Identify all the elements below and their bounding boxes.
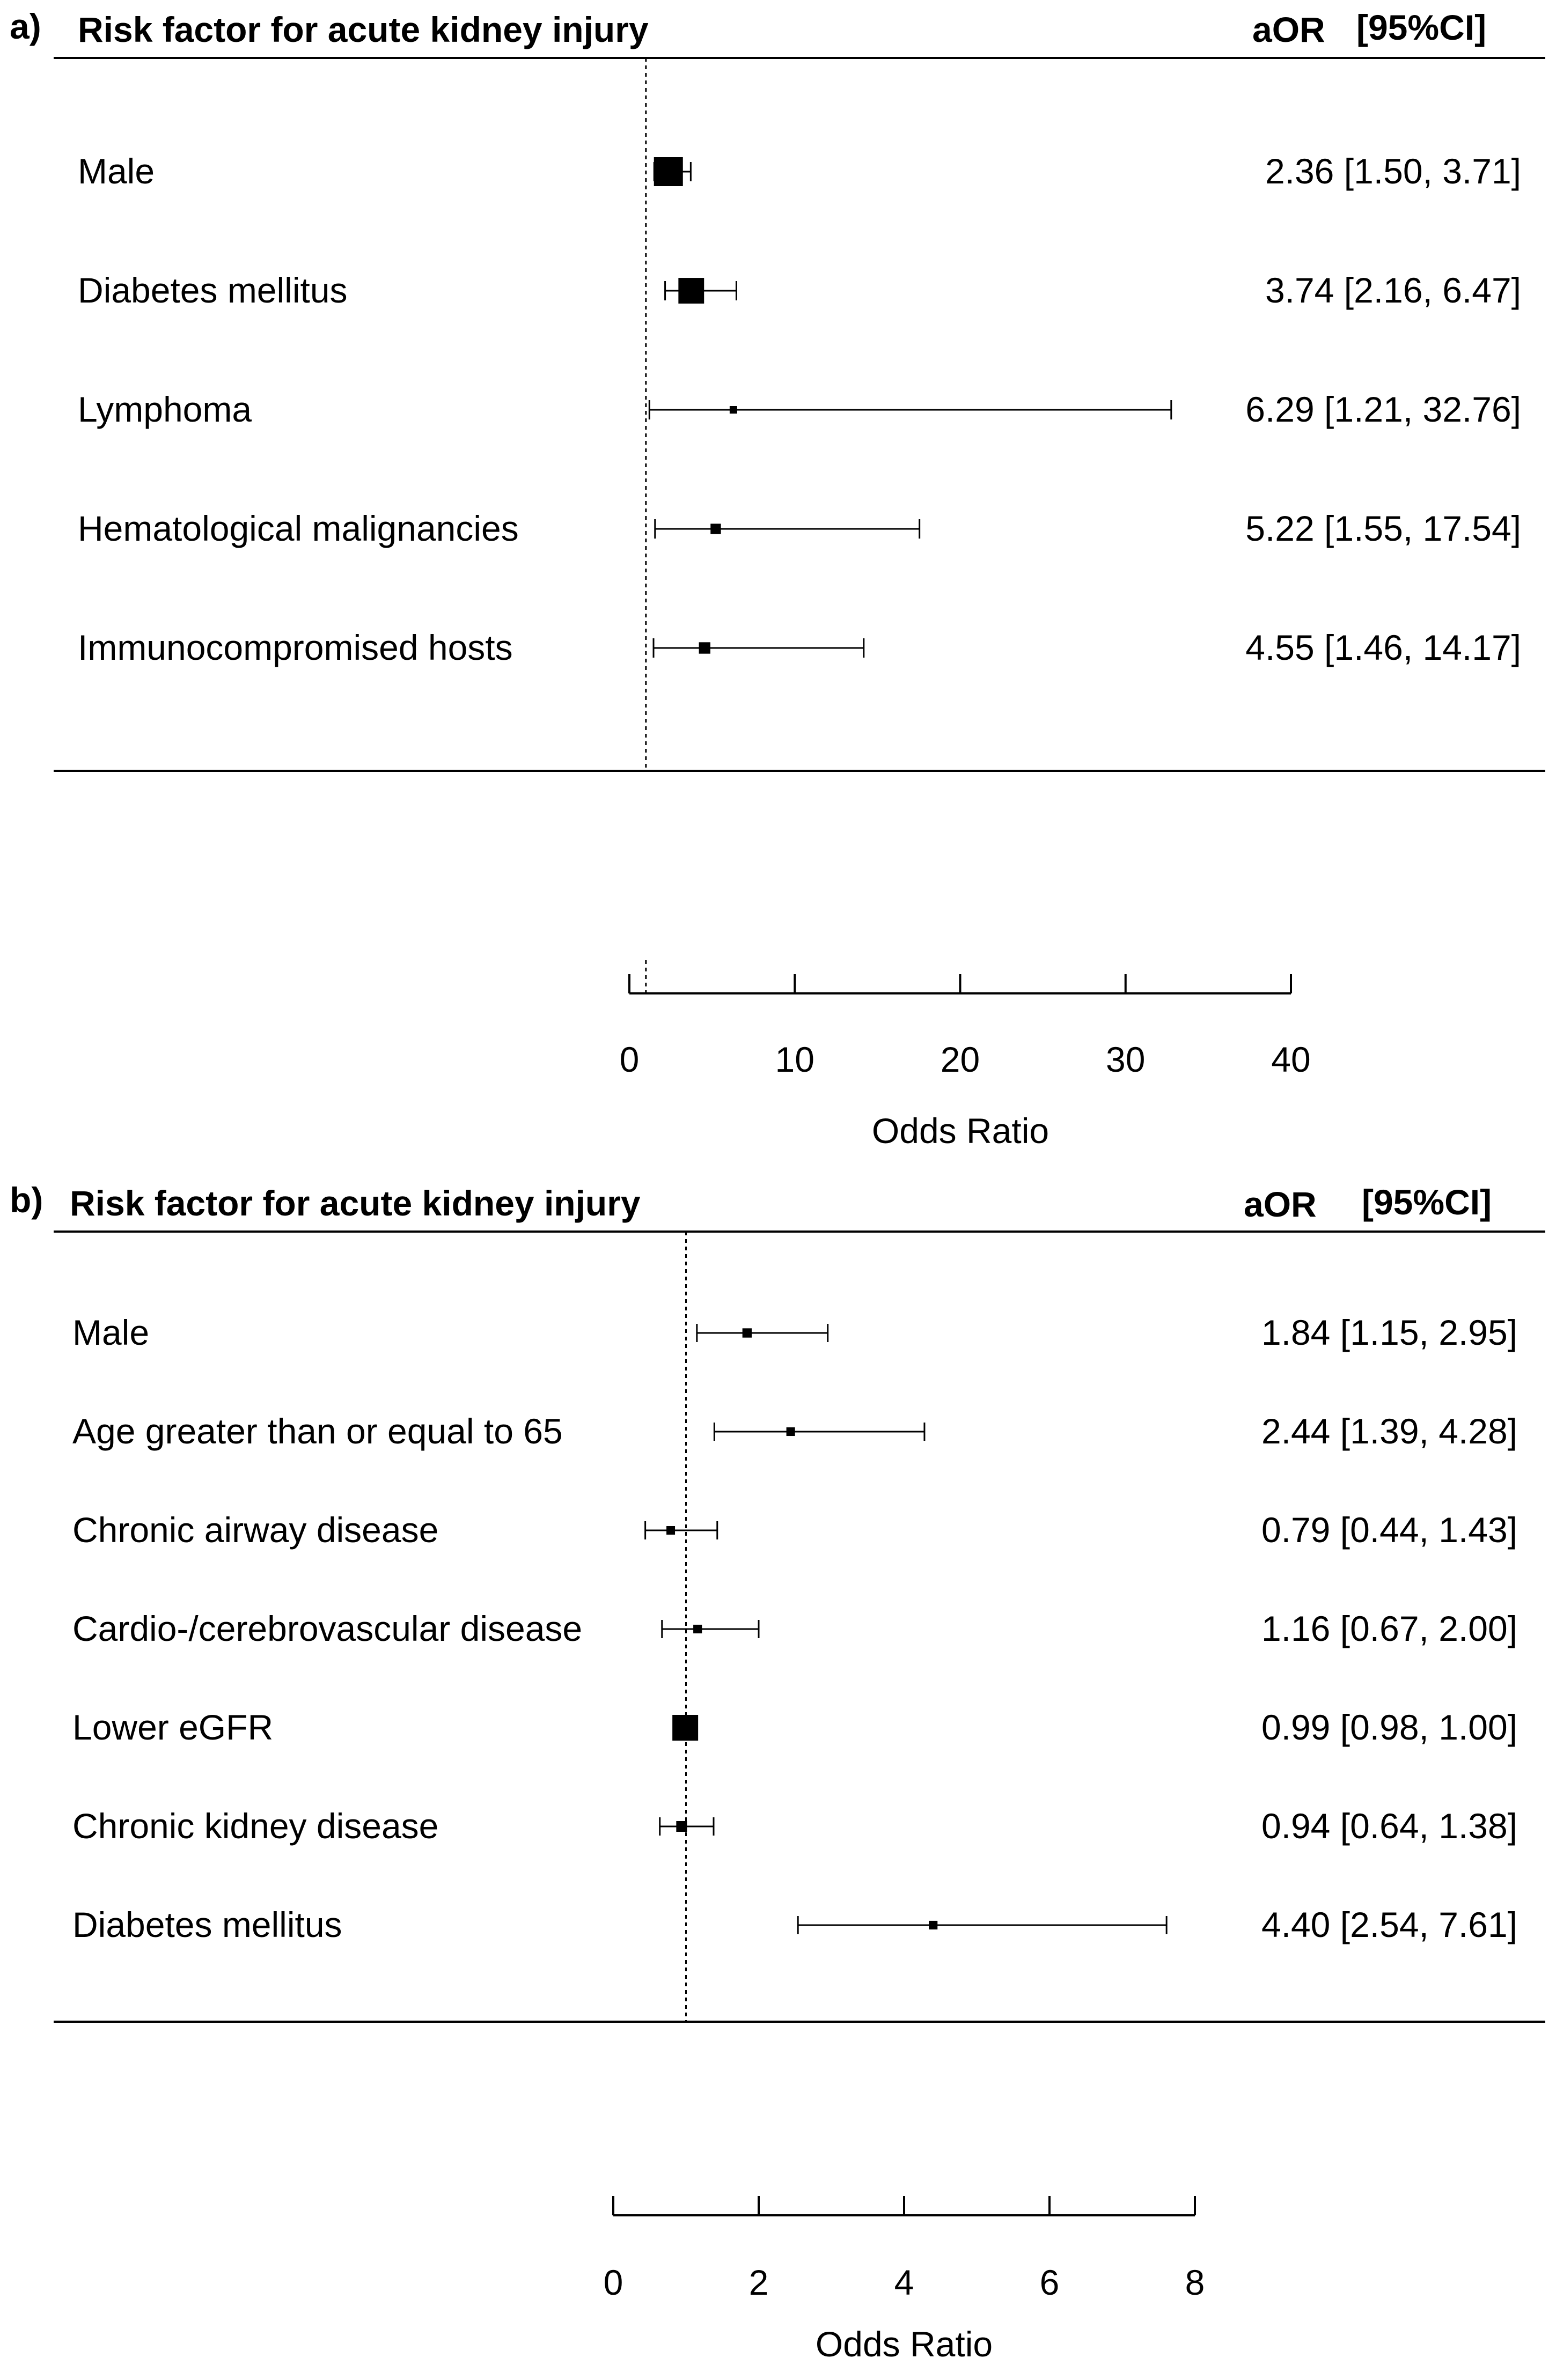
row-estimate-text: 2.44 [1.39, 4.28] (1261, 1411, 1517, 1451)
panel-b-xlabel: Odds Ratio (816, 2324, 993, 2364)
panel-a-header-aor: aOR (1252, 10, 1325, 49)
point-estimate-square (786, 1427, 795, 1436)
row-estimate-text: 5.22 [1.55, 17.54] (1245, 509, 1521, 548)
panel-b-row: Chronic kidney disease 0.94 [0.64, 1.38] (72, 1806, 1517, 1846)
row-estimate-text: 4.55 [1.46, 14.17] (1245, 628, 1521, 667)
panel-a-axis: 0 10 20 30 40 (620, 960, 1311, 1079)
panel-b-x-tick-label: 4 (894, 2263, 914, 2302)
panel-a: a) Risk factor for acute kidney injury a… (10, 6, 1545, 1151)
point-estimate-square (929, 1920, 938, 1930)
row-label: Lower eGFR (72, 1707, 273, 1747)
row-estimate-text: 0.99 [0.98, 1.00] (1261, 1707, 1517, 1747)
panel-b-row: Lower eGFR 0.99 [0.98, 1.00] (72, 1707, 1517, 1747)
point-estimate-square (693, 1624, 702, 1634)
panel-b-label: b) (10, 1180, 43, 1220)
row-estimate-text: 2.36 [1.50, 3.71] (1265, 151, 1521, 191)
row-estimate-text: 0.94 [0.64, 1.38] (1261, 1806, 1517, 1846)
panel-a-x-tick-label: 20 (941, 1040, 980, 1079)
point-estimate-square (672, 1715, 699, 1741)
panel-a-row: Hematological malignancies 5.22 [1.55, 17… (78, 509, 1521, 548)
panel-b-x-tick-label: 8 (1185, 2263, 1205, 2302)
row-label: Cardio-/cerebrovascular disease (72, 1609, 582, 1648)
panel-a-row: Male 2.36 [1.50, 3.71] (78, 151, 1521, 191)
panel-b-x-tick-label: 0 (604, 2263, 623, 2302)
row-estimate-text: 6.29 [1.21, 32.76] (1245, 389, 1521, 429)
row-label: Male (78, 151, 155, 191)
row-label: Immunocompromised hosts (78, 628, 513, 667)
row-estimate-text: 0.79 [0.44, 1.43] (1261, 1510, 1517, 1550)
panel-a-label: a) (10, 6, 41, 46)
panel-b-x-tick-label: 2 (749, 2263, 769, 2302)
row-estimate-text: 4.40 [2.54, 7.61] (1261, 1905, 1517, 1944)
panel-b-x-tick-label: 6 (1040, 2263, 1060, 2302)
point-estimate-square (699, 642, 710, 654)
panel-a-header-risk-factor: Risk factor for acute kidney injury (78, 10, 649, 49)
panel-b-row: Chronic airway disease 0.79 [0.44, 1.43] (72, 1510, 1517, 1550)
panel-a-row: Lymphoma 6.29 [1.21, 32.76] (78, 389, 1521, 429)
row-estimate-text: 3.74 [2.16, 6.47] (1265, 270, 1521, 310)
panel-b-row: Male 1.84 [1.15, 2.95] (72, 1313, 1517, 1352)
row-label: Hematological malignancies (78, 509, 519, 548)
point-estimate-square (742, 1328, 752, 1338)
panel-b-header-aor: aOR (1244, 1184, 1317, 1224)
panel-a-x-tick-label: 40 (1271, 1040, 1310, 1079)
point-estimate-square (676, 1821, 687, 1832)
panel-a-row: Diabetes mellitus 3.74 [2.16, 6.47] (78, 270, 1521, 310)
panel-a-xlabel: Odds Ratio (872, 1111, 1049, 1151)
point-estimate-square (729, 406, 737, 414)
row-label: Chronic kidney disease (72, 1806, 438, 1846)
point-estimate-square (710, 524, 721, 534)
row-label: Male (72, 1313, 149, 1352)
panel-b: b) Risk factor for acute kidney injury a… (10, 1180, 1545, 2364)
row-label: Diabetes mellitus (72, 1905, 342, 1944)
panel-b-header-risk-factor: Risk factor for acute kidney injury (70, 1183, 641, 1223)
panel-a-x-tick-label: 30 (1106, 1040, 1145, 1079)
panel-b-row: Cardio-/cerebrovascular disease 1.16 [0.6… (72, 1609, 1517, 1648)
panel-b-axis: 0 2 4 6 8 (604, 2196, 1205, 2302)
panel-b-row: Age greater than or equal to 65 2.44 [1.3… (72, 1411, 1517, 1451)
row-estimate-text: 1.84 [1.15, 2.95] (1261, 1313, 1517, 1352)
panel-b-row: Diabetes mellitus 4.40 [2.54, 7.61] (72, 1905, 1517, 1944)
panel-a-x-tick-label: 10 (775, 1040, 814, 1079)
panel-b-rows: Male 1.84 [1.15, 2.95] Age greater than or… (72, 1232, 1517, 2022)
row-label: Chronic airway disease (72, 1510, 438, 1550)
panel-a-rows: Male 2.36 [1.50, 3.71] Diabetes mellitus 3.… (78, 58, 1521, 771)
row-label: Age greater than or equal to 65 (72, 1411, 563, 1451)
panel-a-row: Immunocompromised hosts 4.55 [1.46, 14.17… (78, 628, 1521, 667)
point-estimate-square (678, 278, 704, 304)
panel-a-x-tick-label: 0 (620, 1040, 640, 1079)
row-label: Diabetes mellitus (78, 270, 348, 310)
row-estimate-text: 1.16 [0.67, 2.00] (1261, 1609, 1517, 1648)
row-label: Lymphoma (78, 389, 252, 429)
point-estimate-square (654, 157, 683, 186)
panel-b-header-ci: [95%CI] (1362, 1182, 1492, 1222)
point-estimate-square (666, 1526, 676, 1535)
panel-a-header-ci: [95%CI] (1356, 8, 1486, 47)
